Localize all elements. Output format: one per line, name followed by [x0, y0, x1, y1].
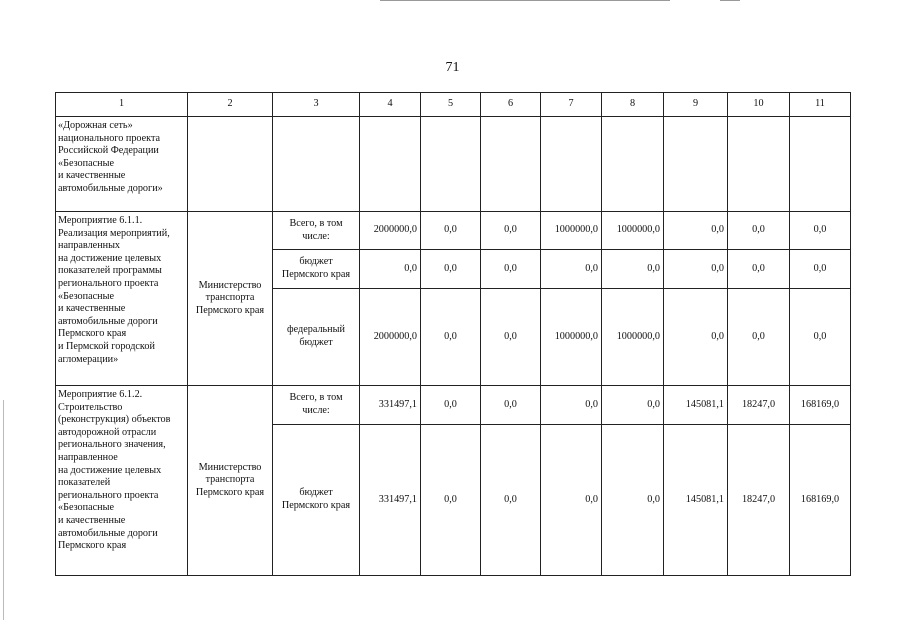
column-header: 4: [359, 92, 421, 117]
column-header: 1: [55, 92, 188, 117]
amount-cell: 331497,1: [359, 424, 421, 576]
table-row: бюджет Пермского края 331497,1 0,0 0,0 0,0 0,…: [56, 424, 851, 576]
amount-cell: 2000000,0: [359, 288, 421, 386]
funding-source: бюджет Пермского края: [272, 424, 360, 576]
column-header: 5: [420, 92, 481, 117]
empty-cell: [601, 116, 664, 212]
executor: Министерство транспорта Пермского края: [187, 211, 273, 386]
row-name: «Дорожная сеть» национального проекта Ро…: [55, 116, 188, 212]
amount-cell: 1000000,0: [601, 211, 664, 250]
funding-source: федеральный бюджет: [272, 288, 360, 386]
empty-cell: [540, 116, 602, 212]
table-row: Мероприятие 6.1.2. Строительство (реконс…: [55, 385, 851, 576]
amount-cell: 0,0: [789, 249, 851, 289]
empty-cell: [187, 116, 273, 212]
page-number: 71: [445, 60, 460, 75]
column-header: 2: [187, 92, 273, 117]
amount-cell: 0,0: [727, 249, 790, 289]
amount-cell: 0,0: [480, 424, 541, 576]
empty-cell: [789, 116, 851, 212]
empty-cell: [359, 116, 421, 212]
amount-cell: 168169,0: [789, 385, 851, 425]
scan-edge: [3, 400, 4, 620]
scan-line: [720, 0, 740, 1]
empty-cell: [480, 116, 541, 212]
table-row: федеральный бюджет 2000000,0 0,0 0,0 1000000…: [56, 288, 851, 386]
amount-cell: 0,0: [540, 424, 602, 576]
amount-cell: 331497,1: [359, 385, 421, 425]
amount-cell: 0,0: [420, 288, 481, 386]
amount-cell: 0,0: [480, 385, 541, 425]
amount-cell: 2000000,0: [359, 211, 421, 250]
amount-cell: 0,0: [540, 385, 602, 425]
column-header: 3: [272, 92, 360, 117]
amount-cell: 0,0: [601, 424, 664, 576]
column-header: 10: [727, 92, 790, 117]
header-row: 1 2 3 4 5 6 7 8 9 10 11: [55, 92, 851, 117]
empty-cell: [272, 116, 360, 212]
row-name: Мероприятие 6.1.1. Реализация мероприяти…: [55, 211, 188, 386]
amount-cell: 0,0: [420, 249, 481, 289]
amount-cell: 0,0: [480, 288, 541, 386]
amount-cell: 18247,0: [727, 385, 790, 425]
column-header: 8: [601, 92, 664, 117]
table-row: Мероприятие 6.1.1. Реализация мероприяти…: [55, 211, 851, 386]
table-row: бюджет Пермского края 0,0 0,0 0,0 0,0 0,0 0,0 0…: [56, 249, 851, 289]
amount-cell: 0,0: [789, 288, 851, 386]
empty-cell: [663, 116, 728, 212]
amount-cell: 1000000,0: [540, 288, 602, 386]
amount-cell: 1000000,0: [540, 211, 602, 250]
column-header: 9: [663, 92, 728, 117]
column-header: 11: [789, 92, 851, 117]
executor: Министерство транспорта Пермского края: [187, 385, 273, 576]
amount-cell: 0,0: [420, 424, 481, 576]
amount-cell: 0,0: [789, 211, 851, 250]
amount-cell: 0,0: [601, 249, 664, 289]
empty-cell: [727, 116, 790, 212]
amount-cell: 0,0: [663, 249, 728, 289]
amount-cell: 0,0: [540, 249, 602, 289]
empty-cell: [420, 116, 481, 212]
budget-table: 1 2 3 4 5 6 7 8 9 10 11 «Дорожная сеть» национальн…: [55, 92, 851, 576]
row-name: Мероприятие 6.1.2. Строительство (реконс…: [55, 385, 188, 576]
amount-cell: 0,0: [727, 288, 790, 386]
amount-cell: 1000000,0: [601, 288, 664, 386]
amount-cell: 145081,1: [663, 424, 728, 576]
column-header: 7: [540, 92, 602, 117]
amount-cell: 0,0: [420, 385, 481, 425]
amount-cell: 0,0: [663, 288, 728, 386]
amount-cell: 18247,0: [727, 424, 790, 576]
amount-cell: 0,0: [420, 211, 481, 250]
amount-cell: 0,0: [359, 249, 421, 289]
amount-cell: 0,0: [480, 249, 541, 289]
funding-source: Всего, в том числе:: [272, 385, 360, 425]
amount-cell: 168169,0: [789, 424, 851, 576]
amount-cell: 0,0: [663, 211, 728, 250]
funding-source: бюджет Пермского края: [272, 249, 360, 289]
amount-cell: 0,0: [727, 211, 790, 250]
column-header: 6: [480, 92, 541, 117]
amount-cell: 0,0: [601, 385, 664, 425]
amount-cell: 0,0: [480, 211, 541, 250]
amount-cell: 145081,1: [663, 385, 728, 425]
table-row: «Дорожная сеть» национального проекта Ро…: [55, 116, 851, 212]
scan-line: [380, 0, 670, 1]
funding-source: Всего, в том числе:: [272, 211, 360, 250]
